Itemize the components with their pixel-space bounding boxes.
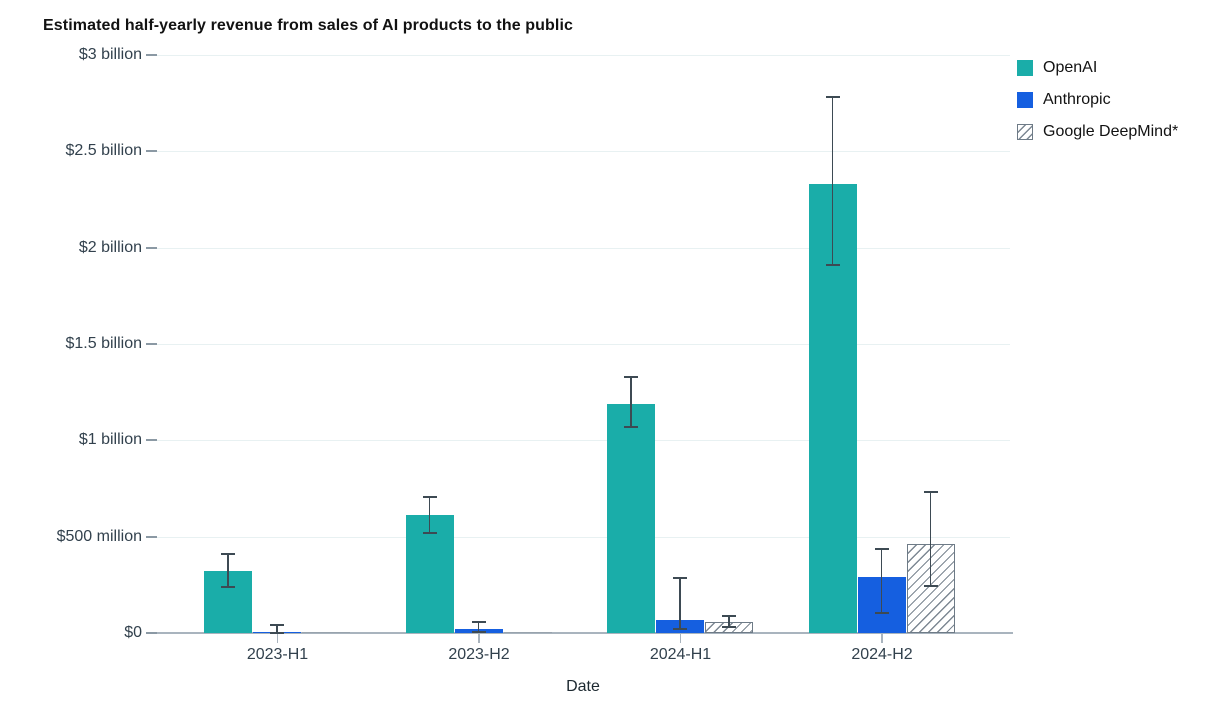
x-axis-tick [881,634,883,643]
x-axis-tick-label: 2024-H1 [649,646,712,663]
y-axis-tick-label: $1 billion [78,431,142,449]
error-bar-cap [874,548,889,551]
error-bar-cap [422,496,437,499]
gridline [157,247,1010,249]
error-bar [630,376,632,427]
error-bar [831,97,834,265]
error-bar-cap [825,264,840,266]
gridline [157,536,1010,538]
x-axis-tick-label: 2023-H1 [246,646,309,663]
gridline [157,440,1010,442]
y-axis-tick [146,150,157,153]
x-axis-line [157,632,1013,634]
y-axis-tick-label: $0 [124,624,142,641]
x-axis-title: Date [566,678,600,695]
error-bar-cap [722,625,736,628]
y-axis-tick [146,535,157,538]
error-bar [227,554,229,587]
x-axis-tick [478,634,480,643]
y-axis-tick [146,439,157,442]
y-axis-tick-label: $3 billion [78,45,142,63]
legend-swatch-icon [1017,60,1033,76]
error-bar-cap [422,531,437,534]
error-bar-cap [874,611,889,614]
error-bar-cap [673,577,687,580]
gridline [157,54,1010,56]
legend-swatch-icon [1017,92,1033,108]
error-bar-cap [221,585,235,588]
legend-item: Google DeepMind* [1017,122,1178,142]
error-bar-cap [471,631,486,634]
bar-openai [405,514,454,633]
y-axis-tick-label: $2 billion [78,238,142,256]
legend-label: Google DeepMind* [1043,123,1179,140]
gridline [157,151,1010,153]
y-axis-tick [146,342,157,345]
legend-swatch-icon [1017,124,1033,140]
bar-google-deepmind- [503,631,552,633]
error-bar-cap [221,553,235,555]
error-bar-cap [673,628,687,631]
error-bar [728,615,730,627]
y-axis-tick [146,632,157,634]
error-bar-cap [825,96,840,99]
error-bar [477,622,480,633]
legend-item: Anthropic [1017,90,1178,110]
y-axis-tick [146,53,157,56]
error-bar [428,497,431,533]
error-bar-cap [624,425,638,428]
error-bar [929,492,932,586]
error-bar-cap [471,621,486,624]
y-axis-tick-label: $500 million [56,527,142,545]
error-bar [679,578,681,630]
error-bar-cap [722,614,736,617]
gridline [157,343,1010,345]
x-axis-tick-label: 2023-H2 [448,646,510,663]
legend-label: OpenAI [1043,59,1098,76]
bar-google-deepmind- [302,631,350,633]
x-axis-tick [276,634,279,643]
error-bar-cap [270,624,284,627]
error-bar-cap [923,491,938,494]
error-bar-cap [923,584,938,587]
y-axis-tick-label: $2.5 billion [65,142,143,160]
legend-label: Anthropic [1043,91,1111,108]
bar-openai [607,403,655,633]
error-bar-cap [270,631,284,634]
y-axis-tick-label: $1.5 billion [65,334,143,352]
legend-item: OpenAI [1017,58,1178,78]
legend: OpenAI Anthropic Google DeepMind* [1017,58,1178,154]
x-axis-tick [679,634,682,643]
chart-title: Estimated half-yearly revenue from sales… [43,17,573,34]
x-axis-tick-label: 2024-H2 [851,646,913,663]
error-bar-cap [624,375,638,378]
y-axis-tick [146,246,157,249]
error-bar [880,549,883,613]
error-bar [276,625,278,633]
